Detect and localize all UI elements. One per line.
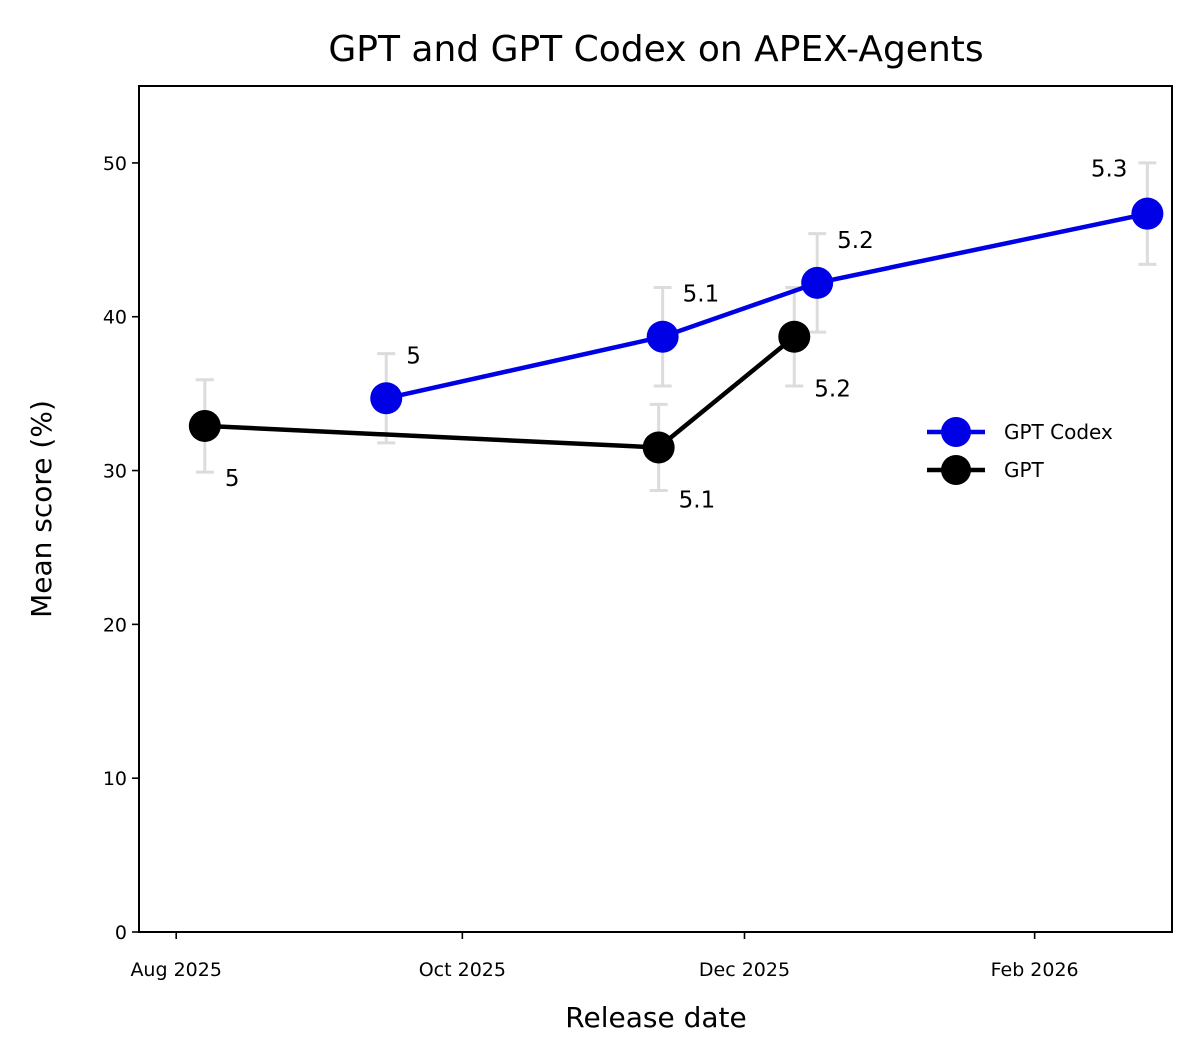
data-label-gpt-codex: 5.2 [837,228,874,254]
data-point-gpt [642,431,675,464]
y-tick-label: 50 [103,153,127,175]
plot-area: 0 10 20 30 40 50 Aug 2025 Oct 2025 Dec 2025 Feb 2… [103,85,1173,981]
chart-title: GPT and GPT Codex on APEX-Agents [328,29,983,70]
data-label-gpt: 5.1 [679,487,716,513]
data-point-gpt-codex [370,382,403,415]
y-tick-label: 10 [103,768,127,790]
x-tick-label: Oct 2025 [419,959,506,981]
data-label-gpt-codex: 5.3 [1091,157,1128,183]
x-tick-label: Feb 2026 [991,959,1079,981]
data-point-gpt [778,320,811,353]
data-label-gpt: 5 [225,466,240,492]
data-point-gpt-codex [801,266,834,299]
plot-frame [138,85,1173,933]
x-tick-label: Aug 2025 [130,959,222,981]
y-tick-label: 30 [103,461,127,483]
data-point-gpt-codex [1131,197,1164,230]
series-line-gpt [204,334,796,450]
legend-marker [941,417,971,447]
x-axis-label: Release date [565,1001,746,1034]
legend-marker [941,455,971,485]
data-label-gpt-codex: 5.1 [683,282,720,308]
x-tick-label: Dec 2025 [699,959,790,981]
legend-entry: GPT Codex [1004,420,1113,444]
data-label-gpt: 5.2 [814,377,851,403]
data-point-gpt-codex [646,320,679,353]
data-point-gpt [188,409,221,442]
y-axis-label: Mean score (%) [25,400,58,618]
data-label-gpt-codex: 5 [406,343,421,369]
legend-entry: GPT [1004,458,1045,482]
y-tick-label: 20 [103,614,127,636]
y-tick-label: 0 [115,922,127,944]
series-line-gpt-codex [385,211,1148,401]
y-tick-label: 40 [103,307,127,329]
